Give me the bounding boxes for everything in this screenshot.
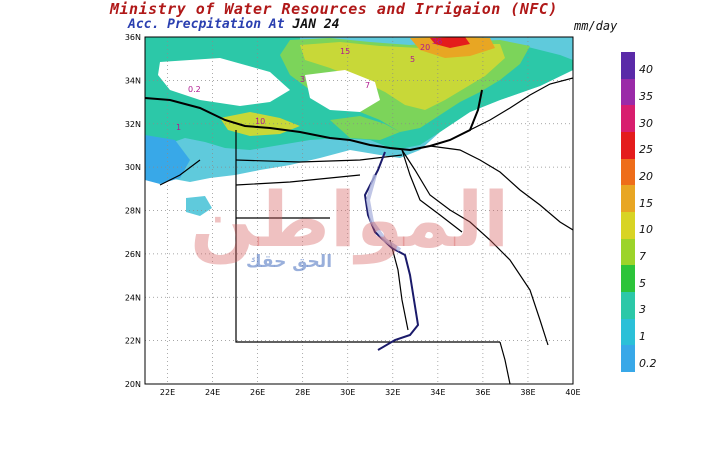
dry-area-sea <box>158 58 290 106</box>
lon-tick-label: 28E <box>295 388 310 397</box>
legend-swatch <box>621 345 635 372</box>
contour-label: 0.2 <box>188 85 201 94</box>
legend-swatch <box>621 292 635 319</box>
legend-swatch <box>621 132 635 159</box>
lon-tick-label: 30E <box>340 388 355 397</box>
legend-swatch <box>621 238 635 266</box>
legend-label: 25 <box>639 143 653 157</box>
contour-label: 7 <box>365 81 370 90</box>
lon-tick-label: 24E <box>205 388 220 397</box>
chart-title: Ministry of Water Resources and Irrigaio… <box>110 0 558 18</box>
lat-tick-label: 28N <box>125 207 141 216</box>
lon-tick-label: 36E <box>475 388 490 397</box>
coastline <box>145 89 483 152</box>
contour-label: 1 <box>176 123 181 132</box>
nile-river <box>363 151 420 351</box>
legend-swatch <box>621 318 635 346</box>
lat-tick-label: 30N <box>125 163 141 172</box>
legend-label: 7 <box>639 250 646 263</box>
contour-label: 10 <box>255 117 265 126</box>
legend-label: 3 <box>639 303 646 317</box>
legend-label: 1 <box>639 330 646 343</box>
color-legend: 40 35 30 25 20 15 10 7 5 3 1 0.2 <box>621 52 657 372</box>
legend-label: 5 <box>639 276 646 290</box>
legend-swatch <box>621 212 635 239</box>
legend-swatch <box>621 105 635 132</box>
contour-label-group: 0.2 1 3 5 7 10 15 20 36 <box>176 37 442 132</box>
lon-tick-label: 38E <box>520 388 535 397</box>
precip-field-west <box>145 135 190 184</box>
legend-swatch <box>621 158 635 186</box>
subtitle-text: Acc. Precpitation At <box>128 17 285 32</box>
lat-tick-label: 36N <box>125 33 141 42</box>
lon-tick-label: 26E <box>250 388 265 397</box>
precip-patch-sahara <box>186 196 212 216</box>
nile-valley <box>365 174 402 252</box>
country-borders <box>159 77 573 384</box>
lat-tick-label: 20N <box>125 380 141 389</box>
axis-labels: 36N 34N 32N 30N 28N 26N 24N 22N 20N 22E 24E 26E 28E 3… <box>125 33 581 397</box>
lat-lon-grid <box>145 37 573 384</box>
legend-label: 20 <box>639 170 653 183</box>
map-frame <box>144 36 574 385</box>
contour-label: 36 <box>432 37 442 46</box>
lon-tick-label: 32E <box>385 388 400 397</box>
legend-label: 10 <box>639 223 653 237</box>
legend-swatch <box>621 265 635 292</box>
legend-swatch <box>621 52 635 79</box>
contour-label: 3 <box>300 75 305 84</box>
lat-tick-label: 22N <box>125 337 141 346</box>
unit-label: mm/day <box>574 19 618 33</box>
date-label: JAN 24 <box>292 17 340 32</box>
watermark-tagline: الحق حقك <box>246 252 333 272</box>
chart-subtitle: Acc. Precpitation At JAN 24 <box>128 17 340 32</box>
legend-label: 15 <box>639 196 653 210</box>
watermark-logo: المواطن <box>190 175 510 264</box>
legend-label: 30 <box>639 116 653 130</box>
legend-label: 40 <box>639 63 653 77</box>
legend-swatch <box>621 78 635 106</box>
lon-tick-label: 40E <box>565 388 580 397</box>
lat-tick-label: 24N <box>125 293 141 302</box>
lat-tick-label: 32N <box>125 120 141 129</box>
contour-label: 15 <box>340 47 350 56</box>
lat-tick-label: 34N <box>125 76 141 85</box>
contour-label: 20 <box>420 43 430 52</box>
lon-tick-label: 34E <box>430 388 445 397</box>
contour-label: 5 <box>410 55 415 64</box>
legend-label: 35 <box>639 90 653 103</box>
lat-tick-label: 26N <box>125 250 141 259</box>
lon-tick-label: 22E <box>160 388 175 397</box>
legend-label: 0.2 <box>639 356 657 370</box>
legend-swatch <box>621 185 635 212</box>
